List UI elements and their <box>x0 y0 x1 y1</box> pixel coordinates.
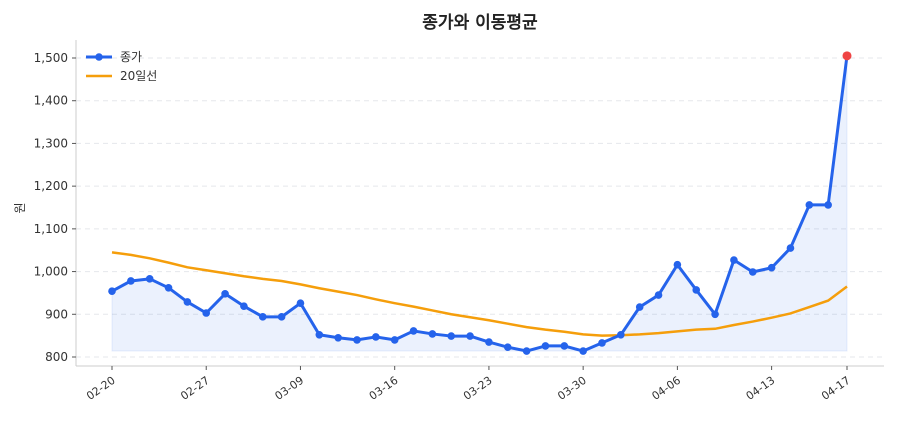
legend: 종가 20일선 <box>86 50 157 83</box>
close-price-marker <box>730 256 738 264</box>
y-tick-label: 1,000 <box>34 265 68 279</box>
close-price-marker <box>164 284 173 292</box>
close-price-marker <box>145 275 154 283</box>
close-price-marker <box>428 330 437 338</box>
close-price-marker <box>805 201 814 209</box>
close-price-area <box>111 55 848 352</box>
last-close-marker <box>842 51 852 61</box>
close-price-marker <box>258 313 267 321</box>
y-tick-label: 1,200 <box>34 179 68 193</box>
x-tick-label: 04-13 <box>744 374 778 403</box>
close-price-marker <box>673 260 682 269</box>
close-price-marker <box>127 277 135 285</box>
close-price-marker <box>560 342 569 350</box>
x-tick-label: 03-23 <box>461 374 495 403</box>
close-price-marker <box>541 342 550 350</box>
close-price-marker <box>372 333 380 341</box>
close-price-marker <box>654 291 663 299</box>
legend-close-marker <box>95 53 103 61</box>
close-price-marker <box>635 303 644 311</box>
x-tick-label: 02-20 <box>84 374 118 403</box>
ma20-line <box>111 251 848 337</box>
close-price-marker <box>692 286 701 294</box>
y-tick-label: 800 <box>45 350 68 364</box>
close-price-marker <box>315 330 324 339</box>
chart-title: 종가와 이동평균 <box>422 13 538 33</box>
x-tick-label: 03-16 <box>367 374 401 403</box>
close-price-marker <box>522 347 531 355</box>
close-price-marker <box>409 327 418 335</box>
close-price-marker <box>579 347 587 355</box>
close-price-marker <box>353 336 361 344</box>
x-tick-label: 04-06 <box>649 374 683 403</box>
close-price-marker <box>485 338 493 346</box>
legend-ma20-label: 20일선 <box>120 69 157 83</box>
close-price-marker <box>824 201 832 209</box>
close-price-marker <box>277 313 286 321</box>
y-tick-label: 1,400 <box>34 94 68 108</box>
close-price-marker <box>390 336 399 344</box>
close-price-marker <box>334 333 342 342</box>
close-price-marker <box>202 309 211 317</box>
close-price-marker <box>598 339 606 347</box>
close-price-marker <box>240 302 248 310</box>
close-price-marker <box>108 287 116 296</box>
y-tick-label: 900 <box>45 307 68 321</box>
close-price-marker <box>767 263 776 272</box>
x-tick-label: 04-17 <box>819 374 853 403</box>
close-price-marker <box>466 332 474 340</box>
close-price-marker <box>711 310 719 319</box>
close-price-marker <box>748 268 757 276</box>
y-tick-label: 1,500 <box>34 51 68 65</box>
y-tick-label: 1,100 <box>34 222 68 236</box>
x-tick-label: 03-30 <box>555 374 589 403</box>
close-price-marker <box>447 332 456 340</box>
y-axis-label: 원 <box>13 202 27 213</box>
close-price-marker <box>617 330 625 339</box>
close-price-line <box>111 55 849 353</box>
legend-close-label: 종가 <box>120 50 142 64</box>
close-price-marker <box>786 244 795 252</box>
close-price-marker <box>183 298 192 306</box>
close-price-marker <box>503 343 512 351</box>
y-tick-label: 1,300 <box>34 136 68 150</box>
close-price-marker <box>296 299 305 307</box>
close-price-marker <box>221 289 229 298</box>
x-tick-label: 02-27 <box>178 374 212 403</box>
x-tick-label: 03-09 <box>273 374 307 403</box>
